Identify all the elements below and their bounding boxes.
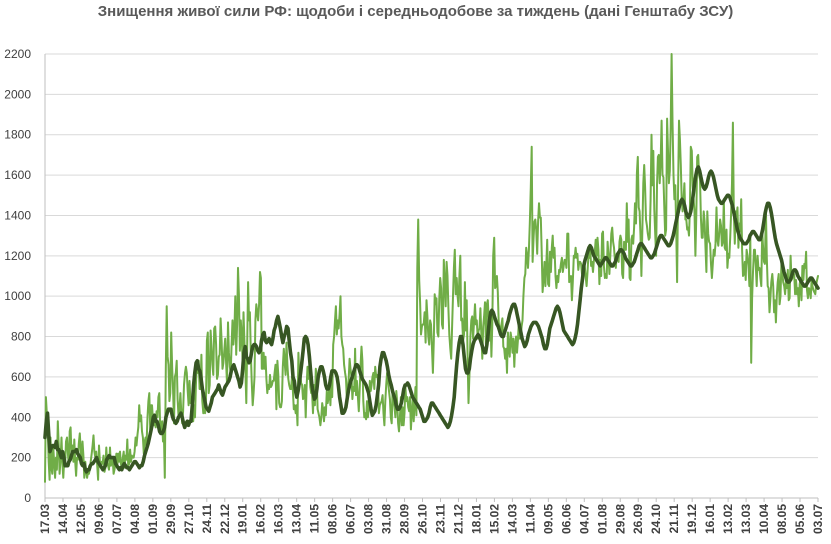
x-tick-label: 19.12 [685, 504, 699, 534]
x-tick-label: 14.03 [505, 504, 519, 534]
x-tick-label: 17.03 [38, 504, 52, 534]
x-tick-label: 31.08 [380, 504, 394, 534]
x-tick-label: 06.07 [344, 504, 358, 534]
x-tick-label: 08.06 [326, 504, 340, 534]
x-tick-label: 07.07 [110, 504, 124, 534]
x-tick-label: 19.01 [236, 504, 250, 534]
x-tick-label: 15.02 [487, 504, 501, 534]
x-tick-label: 09.06 [92, 504, 106, 534]
x-tick-label: 29.08 [613, 504, 627, 534]
grid-lines [45, 53, 818, 459]
x-tick-label: 21.12 [452, 504, 466, 534]
x-tick-label: 12.05 [74, 504, 88, 534]
x-tick-label: 27.10 [182, 504, 196, 534]
x-tick-label: 13.04 [290, 504, 304, 534]
x-tick-label: 16.03 [272, 504, 286, 534]
y-tick-label: 1400 [4, 208, 31, 222]
y-tick-label: 1200 [4, 249, 31, 263]
y-tick-label: 2200 [4, 47, 31, 61]
x-tick-label: 24.11 [200, 504, 214, 534]
y-tick-label: 400 [11, 410, 31, 424]
chart-title: Знищення живої сили РФ: щодоби і середнь… [97, 3, 734, 20]
x-tick-label: 11.05 [308, 504, 322, 534]
y-tick-label: 800 [11, 330, 31, 344]
x-tick-label: 04.08 [128, 504, 142, 534]
series-line-weekly-average [43, 165, 820, 474]
y-tick-label: 600 [11, 370, 31, 384]
x-tick-label: 11.04 [523, 504, 537, 534]
x-tick-label: 26.09 [631, 504, 645, 534]
y-tick-label: 1800 [4, 128, 31, 142]
x-tick-label: 03.07 [811, 504, 825, 534]
x-tick-label: 21.11 [667, 504, 681, 534]
series-group [43, 53, 820, 483]
x-tick-label: 26.10 [416, 504, 430, 534]
y-tick-label: 2000 [4, 87, 31, 101]
y-tick-label: 200 [11, 451, 31, 465]
x-tick-label: 13.02 [721, 504, 735, 534]
x-tick-label: 24.10 [649, 504, 663, 534]
x-tick-label: 23.11 [434, 504, 448, 534]
x-tick-label: 29.09 [164, 504, 178, 534]
x-tick-label: 28.09 [398, 504, 412, 534]
x-tick-label: 09.05 [541, 504, 555, 534]
x-tick-label: 13.03 [739, 504, 753, 534]
x-tick-label: 18.01 [469, 504, 483, 534]
x-tick-label: 01.09 [146, 504, 160, 534]
x-tick-label: 04.07 [577, 504, 591, 534]
x-tick-label: 16.02 [254, 504, 268, 534]
x-tick-label: 05.06 [793, 504, 807, 534]
x-tick-label: 08.05 [775, 504, 789, 534]
y-tick-label: 0 [24, 491, 31, 505]
x-tick-label: 03.08 [362, 504, 376, 534]
x-tick-label: 22.12 [218, 504, 232, 534]
y-tick-labels: 0 200 400 600 800 1000 1200 1400 1600 1800 2000 220… [4, 47, 31, 505]
x-tick-label: 01.08 [595, 504, 609, 534]
x-tick-label: 06.06 [559, 504, 573, 534]
x-tick-labels: 17.03 14.04 12.05 09.06 07.07 04.08 01.09 29.09… [38, 498, 825, 534]
x-tick-label: 10.04 [757, 504, 771, 534]
x-tick-label: 14.04 [56, 504, 70, 534]
y-tick-label: 1600 [4, 168, 31, 182]
x-tick-label: 16.01 [703, 504, 717, 534]
y-tick-label: 1000 [4, 289, 31, 303]
